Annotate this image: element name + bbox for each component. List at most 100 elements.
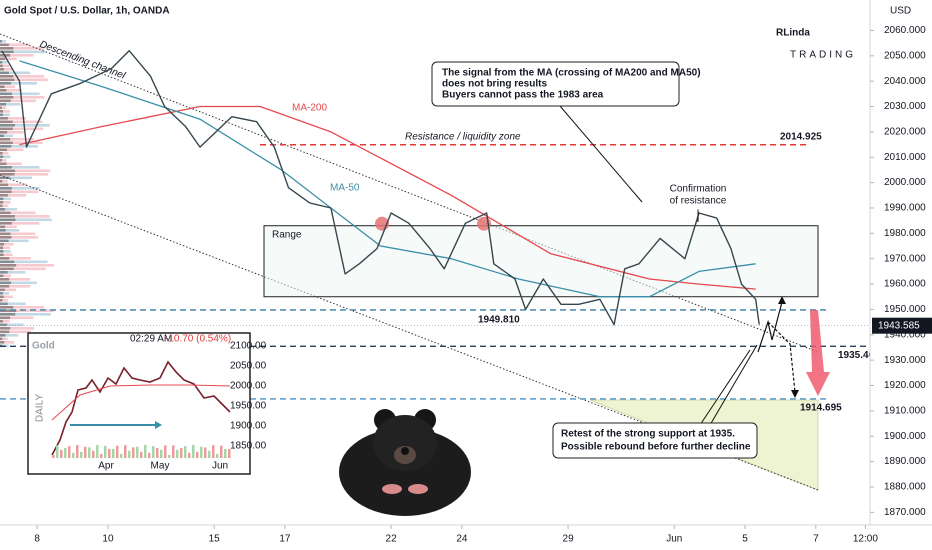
- volume-profile-bar: [0, 274, 12, 278]
- volume-profile-bar: [0, 113, 3, 117]
- volume-profile-bar: [0, 162, 7, 166]
- volume-profile-bar: [0, 302, 8, 306]
- volume-profile-bar: [0, 288, 16, 292]
- volume-profile-bar: [0, 64, 3, 68]
- volume-profile-bar: [0, 323, 8, 327]
- inset-volume-bar: [156, 448, 159, 458]
- volume-profile-bar: [0, 138, 34, 141]
- volume-profile-bar: [0, 260, 15, 264]
- volume-profile-bar: [0, 218, 16, 222]
- volume-profile-bar: [0, 145, 38, 148]
- y-tick-label: 1880.000: [884, 482, 926, 493]
- volume-profile-bar: [0, 313, 16, 316]
- inset-volume-bar: [60, 449, 63, 458]
- volume-profile-bar: [0, 194, 8, 197]
- volume-profile-bar: [0, 292, 3, 295]
- volume-profile-bar: [0, 75, 14, 78]
- volume-profile-bar: [0, 47, 14, 50]
- volume-profile-bar: [0, 246, 4, 250]
- volume-profile-bar: [0, 61, 3, 64]
- y-axis-panel: [870, 0, 932, 550]
- inset-volume-bar: [112, 448, 115, 458]
- volume-profile-bar: [0, 85, 5, 89]
- volume-profile-bar: [0, 337, 8, 341]
- y-tick-label: 2060.000: [884, 25, 926, 36]
- volume-profile-bar: [0, 190, 12, 194]
- ma-label: MA-50: [330, 183, 360, 194]
- volume-profile-bar: [0, 222, 12, 225]
- down-arrow: [806, 310, 830, 396]
- zone-label: Resistance / liquidity zone: [405, 131, 521, 142]
- volume-profile-bar: [0, 309, 17, 313]
- volume-profile-bar: [0, 141, 13, 145]
- inset-volume-bar: [100, 453, 103, 458]
- volume-profile-bar: [0, 295, 4, 299]
- projection-path: [767, 321, 796, 393]
- inset-volume-bar: [192, 445, 195, 458]
- volume-profile-bar: [0, 96, 14, 99]
- x-tick-label: 8: [34, 534, 40, 545]
- x-tick-label: 17: [279, 534, 291, 545]
- inset-price-label: 1900.00: [230, 421, 267, 432]
- y-tick-label: 1920.000: [884, 380, 926, 391]
- volume-profile-bar: [0, 243, 5, 246]
- inset-volume-bar: [160, 449, 163, 458]
- level-label: 1935.465: [838, 350, 880, 361]
- inset-volume-bar: [196, 451, 199, 458]
- inset-volume-bar: [208, 450, 211, 458]
- volume-profile-bar: [0, 313, 51, 316]
- inset-time: 02:29 AM: [130, 334, 172, 345]
- volume-profile-bar: [0, 201, 4, 204]
- volume-profile-bar: [0, 316, 34, 320]
- inset-volume-bar: [92, 450, 95, 458]
- x-tick-label: 7: [813, 534, 819, 545]
- volume-profile: [0, 40, 55, 348]
- volume-profile-bar: [0, 292, 10, 295]
- volume-profile-bar: [0, 50, 14, 54]
- inset-volume-bar: [80, 451, 83, 458]
- callout-text: does not bring results: [442, 79, 547, 90]
- volume-profile-bar: [0, 64, 10, 68]
- volume-profile-bar: [0, 302, 26, 306]
- volume-profile-bar: [0, 337, 3, 341]
- volume-profile-bar: [0, 180, 3, 183]
- volume-profile-bar: [0, 127, 13, 131]
- y-tick-label: 2000.000: [884, 177, 926, 188]
- y-tick-label: 1950.000: [884, 304, 926, 315]
- volume-profile-bar: [0, 229, 6, 232]
- inset-volume-bar: [84, 446, 87, 458]
- volume-profile-bar: [0, 57, 6, 61]
- volume-profile-bar: [0, 124, 15, 127]
- volume-profile-bar: [0, 166, 40, 169]
- x-tick-label: 5: [742, 534, 748, 545]
- volume-profile-bar: [0, 61, 8, 64]
- inset-volume-bar: [124, 445, 127, 458]
- inset-volume-bar: [104, 445, 107, 458]
- volume-profile-bar: [0, 183, 27, 187]
- volume-profile-bar: [0, 159, 7, 162]
- callout-box: [666, 179, 730, 210]
- inset-arrow: [155, 421, 162, 429]
- inset-ma-line: [51, 384, 231, 421]
- inset-volume-bar: [216, 453, 219, 458]
- volume-profile-bar: [0, 204, 3, 208]
- ma-label: MA-200: [292, 103, 327, 114]
- inset-volume-bar: [204, 447, 207, 458]
- volume-profile-bar: [0, 89, 7, 92]
- volume-profile-bar: [0, 327, 11, 330]
- price-line: [1, 50, 760, 326]
- volume-profile-bar: [0, 295, 13, 299]
- volume-profile-bar: [0, 159, 2, 162]
- inset-chart: Gold 02:29 AM -10.70 (0.54%) DAILY 2100.…: [27, 332, 267, 475]
- axes: 1870.000 1880.000 1890.000 1900.000 1910.000…: [34, 25, 932, 545]
- volume-profile-bar: [0, 68, 4, 71]
- level-label: 2014.925: [780, 131, 822, 142]
- volume-profile-bar: [0, 169, 51, 173]
- callout-box: [431, 61, 680, 107]
- x-tick-label: 22: [386, 534, 398, 545]
- volume-profile-bar: [0, 201, 11, 204]
- projection-path: [757, 301, 783, 353]
- volume-profile-bar: [0, 47, 45, 50]
- volume-profile-bar: [0, 103, 21, 106]
